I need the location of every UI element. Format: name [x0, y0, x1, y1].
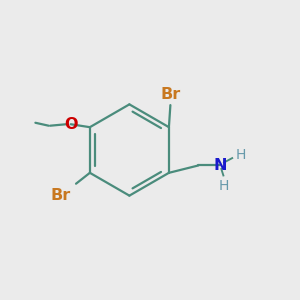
Text: Br: Br: [50, 188, 71, 203]
Text: O: O: [64, 117, 77, 132]
Text: N: N: [214, 158, 227, 173]
Text: H: H: [218, 179, 229, 193]
Text: H: H: [235, 148, 245, 162]
Text: Br: Br: [160, 87, 181, 102]
